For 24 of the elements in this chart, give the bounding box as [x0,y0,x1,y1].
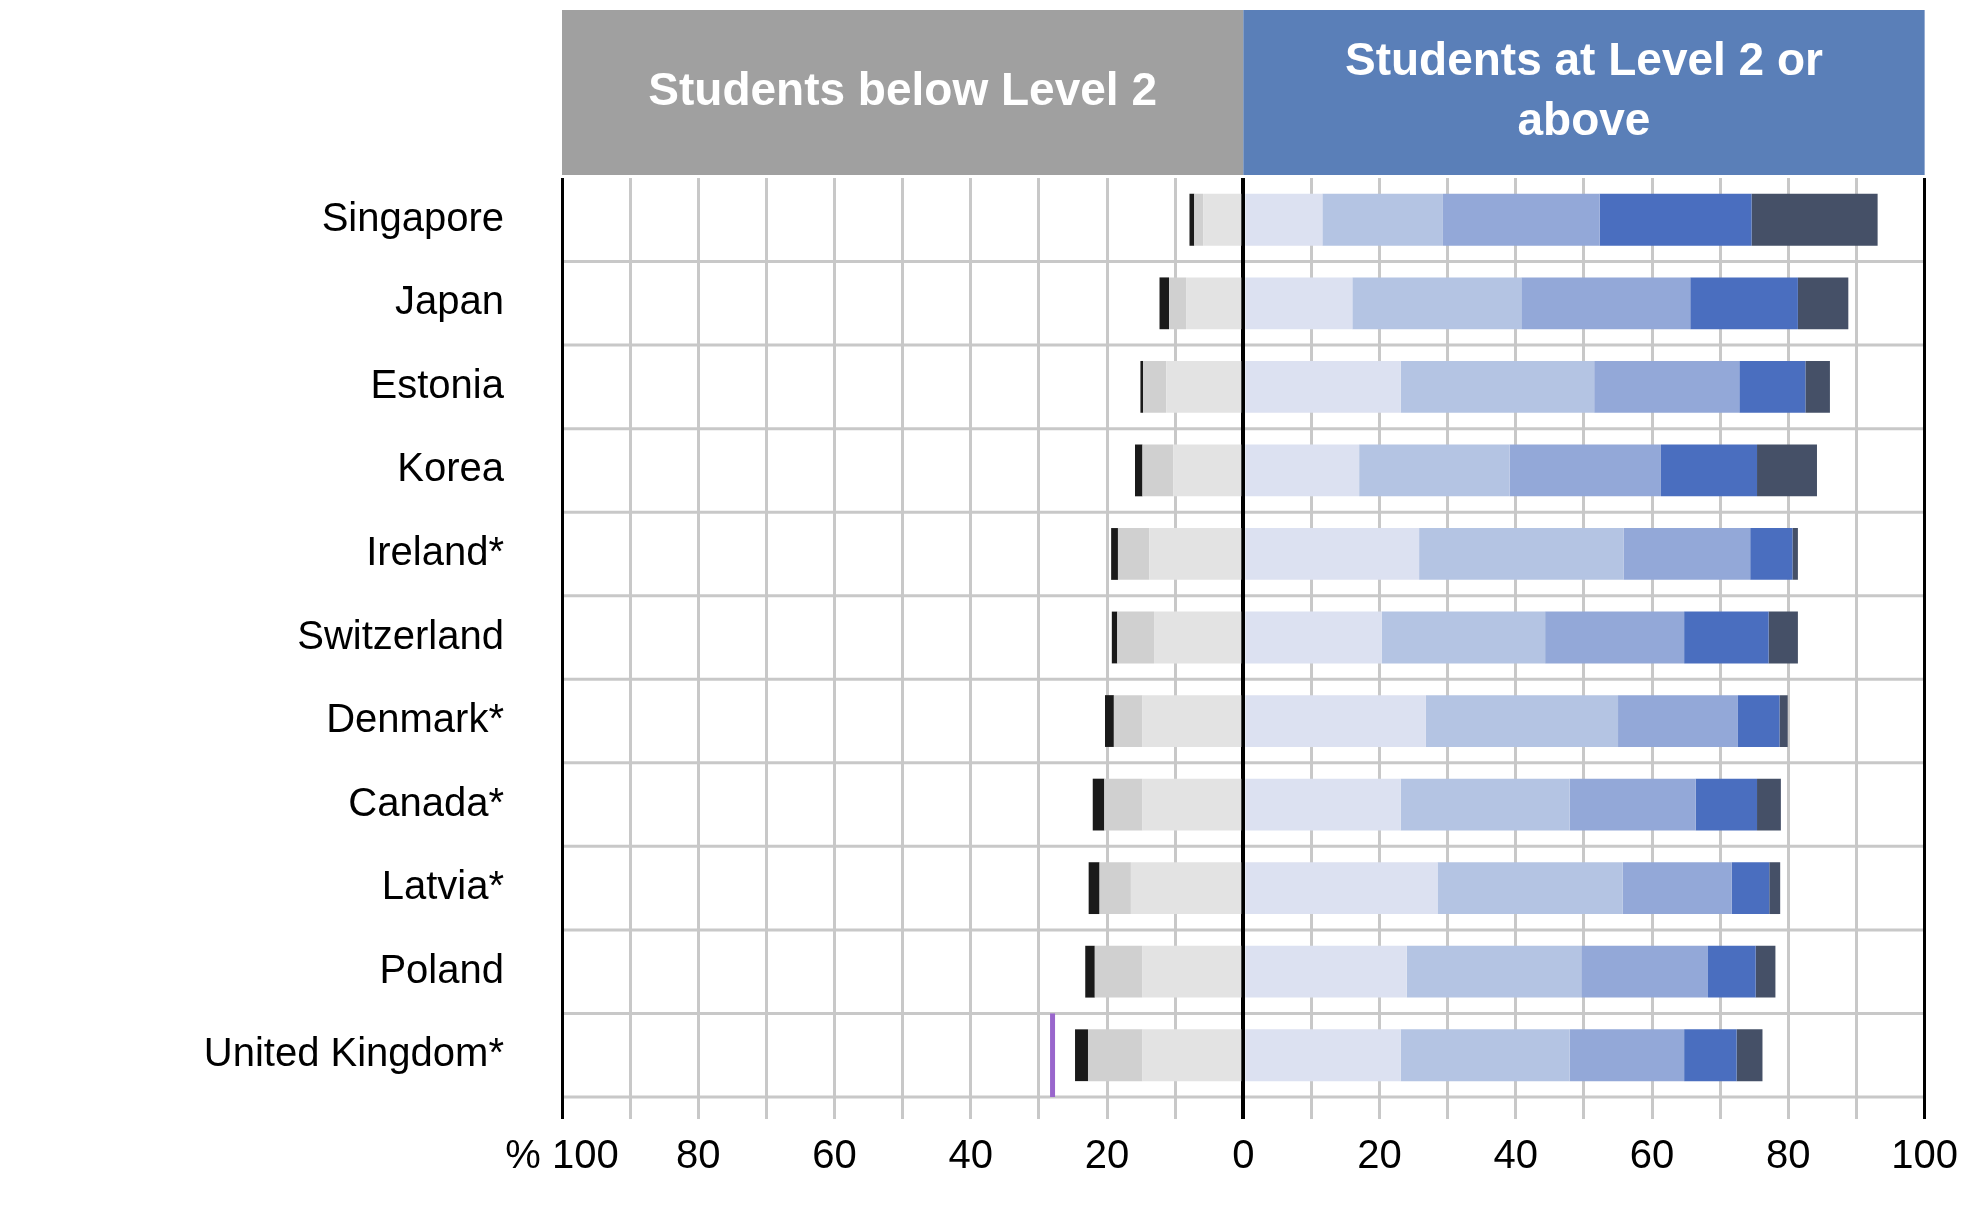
x-tick-label: 40 [1493,1132,1539,1177]
y-tick-label: Ireland* [366,528,504,573]
y-tick-label: United Kingdom* [203,1030,504,1075]
text: Students at Level 2 or above [1344,33,1824,146]
x-tick-label: 20 [1084,1132,1130,1177]
x-tick-label: 20 [1357,1132,1402,1177]
x-tick-label: 40 [948,1132,994,1177]
x-tick-label: % 100 [505,1132,619,1177]
x-tick-label: 80 [1766,1132,1811,1177]
x-tick-label: 60 [812,1132,857,1177]
x-tick-label: 100 [1891,1132,1959,1177]
y-tick-label: Korea [397,445,505,490]
y-tick-label: Poland [379,946,504,991]
y-tick-label: Latvia* [381,863,504,908]
y-tick-label: Estonia [370,361,505,406]
y-tick-label: Switzerland [297,612,504,657]
x-tick-label: 60 [1629,1132,1675,1177]
y-tick-label: Denmark* [326,696,504,741]
y-tick-label: Canada* [348,779,504,824]
x-tick-label: 0 [1232,1132,1255,1177]
y-tick-label: Singapore [321,194,504,239]
x-tick-label: 80 [676,1132,721,1177]
text: Students below Level 2 [648,63,1157,116]
y-tick-label: Japan [395,278,504,323]
